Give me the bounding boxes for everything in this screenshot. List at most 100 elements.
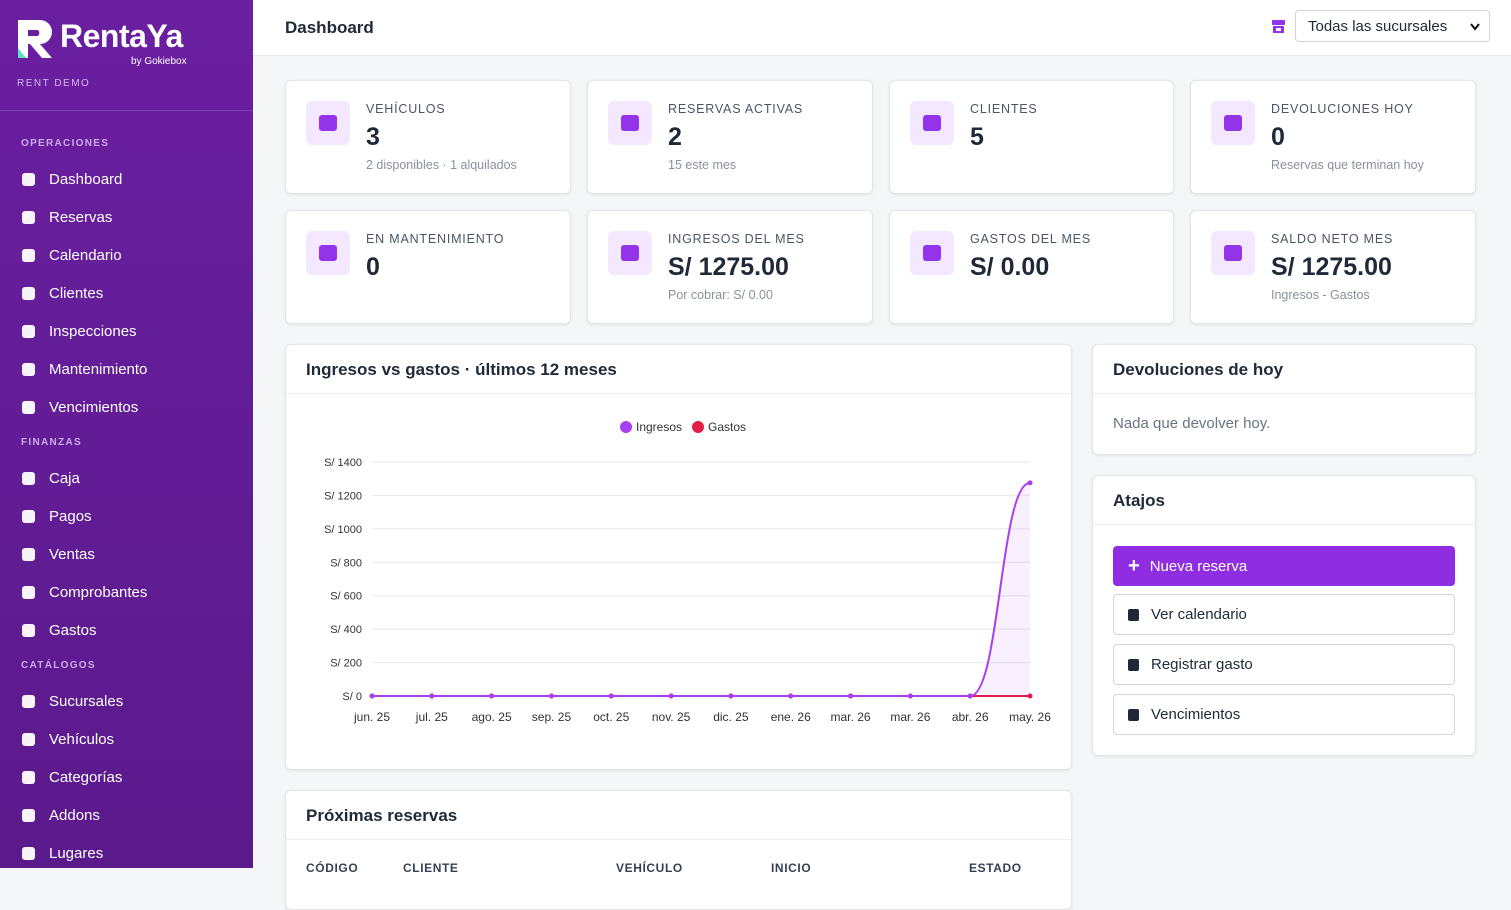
stat-note: 2 disponibles · 1 alquilados xyxy=(366,158,517,172)
point xyxy=(608,693,614,699)
y-tick-label: S/ 1000 xyxy=(324,524,362,536)
x-tick-label: abr. 26 xyxy=(952,710,989,724)
nav-label: Pagos xyxy=(49,507,92,525)
shortcuts-card: Atajos + Nueva reserva Ver calendario Regis… xyxy=(1092,475,1476,756)
divider xyxy=(0,110,253,111)
line xyxy=(371,481,1031,697)
x-tick-label: mar. 26 xyxy=(890,710,930,724)
nav-label: Reservas xyxy=(49,208,113,226)
point xyxy=(967,693,973,699)
page-title: Dashboard xyxy=(285,18,374,37)
topbar: Dashboard Todas las sucursales xyxy=(253,0,1511,56)
stat-card: DEVOLUCIONES HOY 0 Reservas que terminan h… xyxy=(1190,80,1476,194)
legend-label: Ingresos xyxy=(636,420,682,434)
nav-item[interactable]: Sucursales xyxy=(0,682,253,720)
area xyxy=(372,482,1030,696)
nav-icon xyxy=(22,172,35,186)
legend-label: Gastos xyxy=(708,420,746,434)
column-header: CLIENTE xyxy=(403,861,459,875)
stat-label: INGRESOS DEL MES xyxy=(668,232,805,246)
y-tick-label: S/ 800 xyxy=(330,557,362,569)
stat-value: 0 xyxy=(366,253,380,281)
nav-icon xyxy=(22,623,35,637)
y-tick-label: S/ 1200 xyxy=(324,490,362,502)
stat-note: Por cobrar: S/ 0.00 xyxy=(668,288,773,302)
stat-card: CLIENTES 5 xyxy=(889,80,1174,194)
nav-label: Addons xyxy=(49,806,100,824)
stat-label: VEHÍCULOS xyxy=(366,102,446,116)
icon-glyph xyxy=(1224,115,1242,131)
x-tick-label: nov. 25 xyxy=(652,710,691,724)
nav-item[interactable]: Ventas xyxy=(0,535,253,573)
stat-value: S/ 0.00 xyxy=(970,253,1050,281)
x-tick-label: dic. 25 xyxy=(713,710,749,724)
nav-label: Comprobantes xyxy=(49,583,148,601)
nav-label: Mantenimiento xyxy=(49,360,148,378)
icon-glyph xyxy=(621,245,639,261)
branch-select[interactable]: Todas las sucursales xyxy=(1295,10,1490,42)
nav-item[interactable]: Dashboard xyxy=(0,160,253,198)
point xyxy=(1027,693,1033,699)
x-tick-label: jun. 25 xyxy=(353,710,390,724)
stat-note: Ingresos - Gastos xyxy=(1271,288,1370,302)
nav-icon xyxy=(22,547,35,561)
y-tick-label: S/ 0 xyxy=(342,691,362,703)
point xyxy=(548,693,554,699)
nav-label: Sucursales xyxy=(49,692,124,710)
nav-item[interactable]: Addons xyxy=(0,796,253,834)
nav-item[interactable]: Reservas xyxy=(0,198,253,236)
point xyxy=(788,693,794,699)
nav-item[interactable]: Inspecciones xyxy=(0,312,253,350)
nav-item[interactable]: Gastos xyxy=(0,611,253,649)
button-icon: + xyxy=(1128,554,1140,577)
nav-icon xyxy=(22,210,35,224)
button-icon xyxy=(1128,708,1139,721)
nav-icon xyxy=(22,585,35,599)
stat-icon xyxy=(1211,231,1255,275)
nav-icon xyxy=(22,286,35,300)
nav-label: Dashboard xyxy=(49,170,123,188)
stat-icon xyxy=(910,231,954,275)
stat-card: EN MANTENIMIENTO 0 xyxy=(285,210,571,324)
nav-item[interactable]: Comprobantes xyxy=(0,573,253,611)
nav-item[interactable]: Vehículos xyxy=(0,720,253,758)
nav-item[interactable]: Mantenimiento xyxy=(0,350,253,388)
x-tick-label: sep. 25 xyxy=(532,710,572,724)
nav-item[interactable]: Caja xyxy=(0,459,253,497)
point xyxy=(429,693,435,699)
shortcut-button[interactable]: Registrar gasto xyxy=(1113,644,1455,685)
stat-value: 3 xyxy=(366,123,380,151)
x-tick-label: may. 26 xyxy=(1009,710,1051,724)
point xyxy=(668,693,674,699)
nav-icon xyxy=(22,770,35,784)
nav-item[interactable]: Vencimientos xyxy=(0,388,253,426)
nav-item[interactable]: Categorías xyxy=(0,758,253,796)
stat-label: CLIENTES xyxy=(970,102,1038,116)
shortcut-button[interactable]: + Nueva reserva xyxy=(1113,546,1455,586)
shortcut-button[interactable]: Ver calendario xyxy=(1113,594,1455,635)
nav: OPERACIONES Dashboard Reservas Calendario Cl… xyxy=(0,127,253,868)
stat-value: S/ 1275.00 xyxy=(1271,253,1392,281)
x-tick-label: oct. 25 xyxy=(593,710,629,724)
column-header: CÓDIGO xyxy=(306,861,359,875)
column-header: VEHÍCULO xyxy=(616,861,683,875)
point xyxy=(907,693,913,699)
stat-card: VEHÍCULOS 3 2 disponibles · 1 alquilados xyxy=(285,80,571,194)
nav-label: Gastos xyxy=(49,621,97,639)
nav-section-title: OPERACIONES xyxy=(21,138,110,149)
nav-icon xyxy=(22,732,35,746)
y-tick-label: S/ 1400 xyxy=(324,457,362,469)
nav-item[interactable]: Calendario xyxy=(0,236,253,274)
nav-label: Ventas xyxy=(49,545,95,563)
x-tick-label: mar. 26 xyxy=(831,710,871,724)
nav-item[interactable]: Clientes xyxy=(0,274,253,312)
stat-icon xyxy=(1211,101,1255,145)
stat-label: DEVOLUCIONES HOY xyxy=(1271,102,1414,116)
sidebar: RentaYa by Gokiebox RENT DEMO OPERACIONE… xyxy=(0,0,253,868)
brand: RentaYa xyxy=(60,18,183,54)
nav-item[interactable]: Pagos xyxy=(0,497,253,535)
icon-glyph xyxy=(1224,245,1242,261)
nav-item[interactable]: Lugares xyxy=(0,834,253,868)
shortcut-button[interactable]: Vencimientos xyxy=(1113,694,1455,735)
